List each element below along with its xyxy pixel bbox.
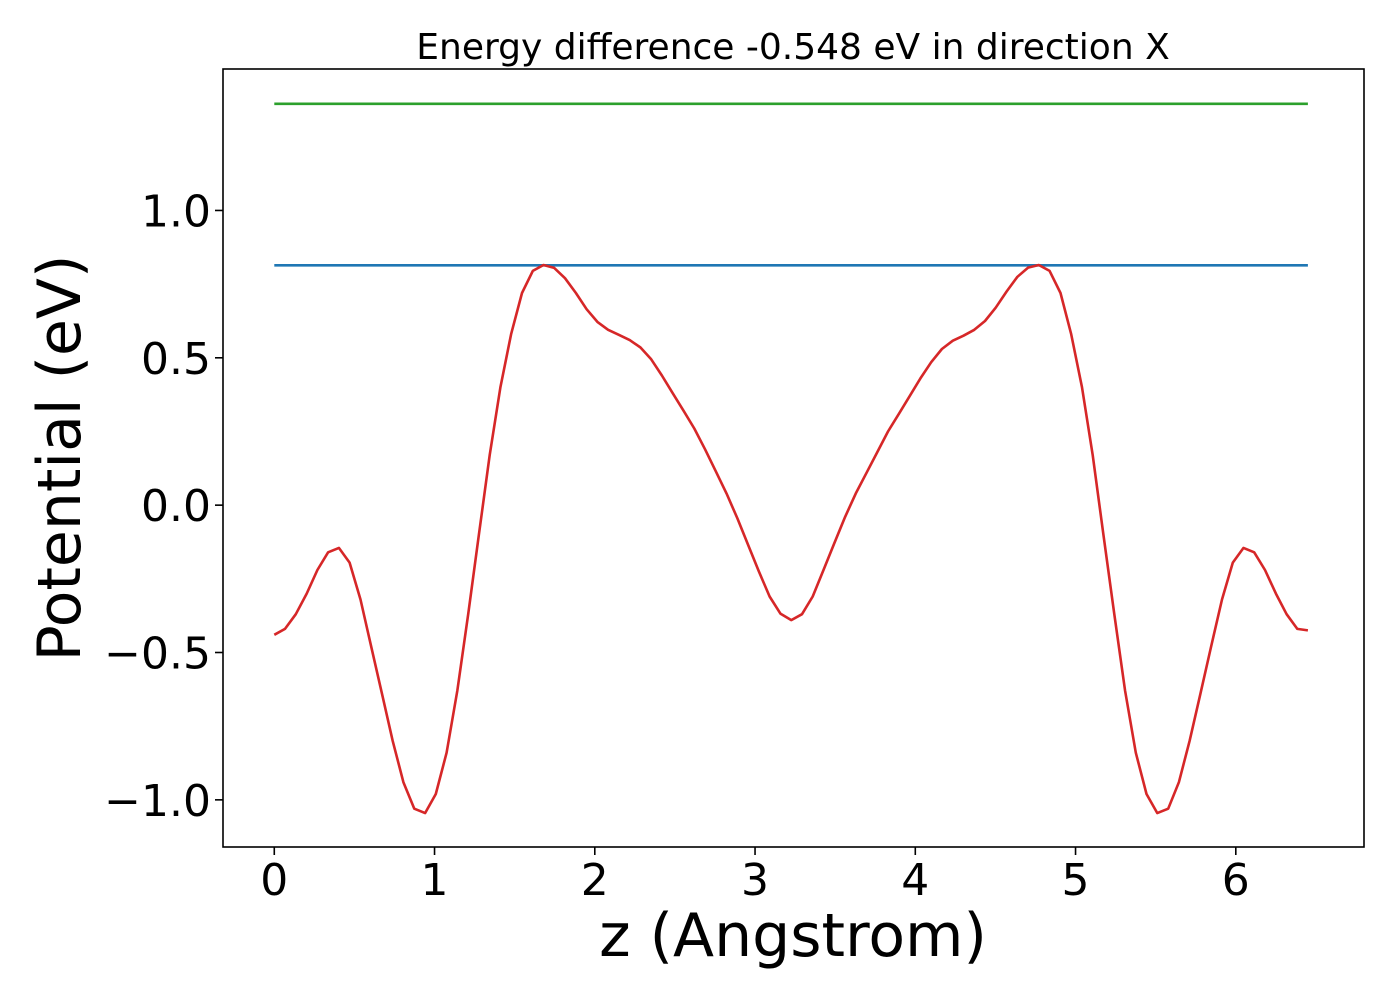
plot-area-frame — [222, 68, 1365, 848]
chart-title: Energy difference -0.548 eV in direction… — [416, 27, 1170, 68]
y-tick-label: 0.5 — [141, 334, 211, 385]
y-tick-label: −1.0 — [104, 776, 211, 827]
series-line-3 — [273, 263, 1309, 815]
x-axis-label: z (Angstrom) — [599, 901, 987, 971]
y-tick-label: 0.0 — [141, 481, 211, 532]
x-tick-label: 1 — [421, 855, 449, 906]
x-tick-label: 2 — [581, 855, 609, 906]
x-tick-label: 3 — [741, 855, 769, 906]
x-tick-label: 4 — [901, 855, 929, 906]
y-tick-label: 1.0 — [141, 186, 211, 237]
x-tick-label: 6 — [1222, 855, 1250, 906]
series-lines — [273, 102, 1309, 815]
x-tick-label: 0 — [260, 855, 288, 906]
y-axis-ticks: 1.0 0.5 0.0 −0.5 −1.0 — [104, 186, 223, 827]
y-axis-label: Potential (eV) — [25, 255, 95, 662]
y-tick-label: −0.5 — [104, 629, 211, 680]
x-tick-label: 5 — [1062, 855, 1090, 906]
x-axis-ticks: 0 1 2 3 4 5 6 — [260, 847, 1250, 906]
